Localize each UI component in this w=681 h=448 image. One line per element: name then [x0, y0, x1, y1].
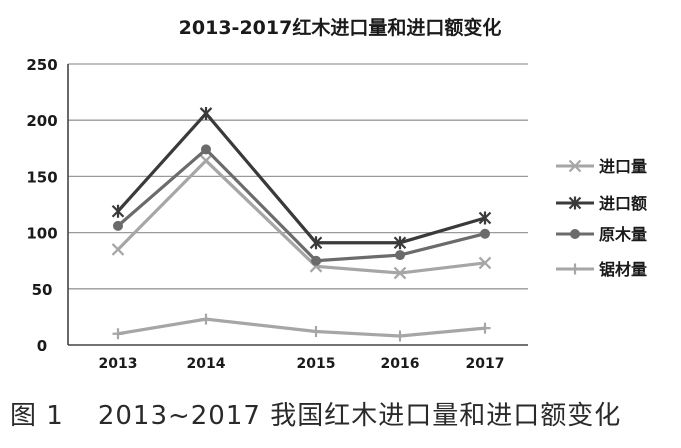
chart-title: 2013-2017红木进口量和进口额变化 — [179, 16, 502, 39]
y-tick-label: 150 — [26, 168, 57, 186]
data-point — [201, 144, 211, 155]
data-point — [113, 220, 123, 231]
series-line-4 — [117, 317, 486, 338]
data-point — [395, 250, 405, 261]
line-chart: 2013-2017红木进口量和进口额变化 0 50 100 150 200 250 2013… — [26, 16, 647, 372]
data-point — [310, 326, 322, 338]
legend-label: 进口量 — [599, 157, 647, 176]
legend-item: 锯材量 — [556, 260, 647, 279]
data-point — [111, 243, 125, 256]
legend-item: 进口额 — [556, 194, 647, 213]
figure-caption: 图 1 2013~2017 我国红木进口量和进口额变化 — [0, 392, 681, 440]
x-tick-label: 2017 — [466, 356, 505, 372]
data-point — [480, 228, 490, 239]
data-point — [112, 328, 124, 340]
data-point — [199, 154, 213, 167]
data-point — [479, 322, 491, 334]
legend-item: 进口量 — [556, 157, 647, 176]
legend-label: 原木量 — [599, 225, 647, 244]
x-tick-label: 2013 — [99, 356, 138, 372]
y-tick-label: 250 — [26, 56, 57, 74]
data-point — [393, 236, 407, 250]
legend-label: 锯材量 — [599, 260, 647, 279]
data-point — [111, 204, 125, 218]
data-point — [199, 106, 213, 120]
axes: 0 50 100 150 200 250 2013 2014 2015 2016 2017 — [26, 56, 528, 372]
data-point — [311, 255, 321, 266]
y-tick-label: 50 — [32, 281, 53, 299]
x-tick-label: 2014 — [187, 356, 226, 372]
y-tick-label: 0 — [37, 337, 47, 355]
legend-item: 原木量 — [556, 225, 647, 244]
y-tick-label: 100 — [26, 225, 57, 243]
legend-marker — [568, 196, 582, 210]
series-lines — [111, 106, 492, 342]
data-point — [393, 266, 407, 280]
series-line-3 — [116, 147, 486, 263]
data-point — [394, 330, 406, 342]
x-tick-label: 2015 — [297, 356, 336, 372]
y-tick-label: 200 — [26, 112, 57, 130]
legend-marker — [568, 159, 582, 173]
gridlines — [68, 63, 528, 290]
caption-text: 2013~2017 我国红木进口量和进口额变化 — [97, 401, 622, 431]
data-point — [478, 256, 492, 270]
legend-label: 进口额 — [599, 194, 647, 213]
figure-label: 图 1 — [10, 401, 64, 431]
legend-marker — [569, 263, 581, 275]
data-point — [200, 313, 212, 325]
data-point — [309, 236, 323, 250]
legend-marker — [570, 229, 580, 239]
x-tick-label: 2016 — [381, 356, 420, 372]
data-point — [478, 211, 492, 225]
